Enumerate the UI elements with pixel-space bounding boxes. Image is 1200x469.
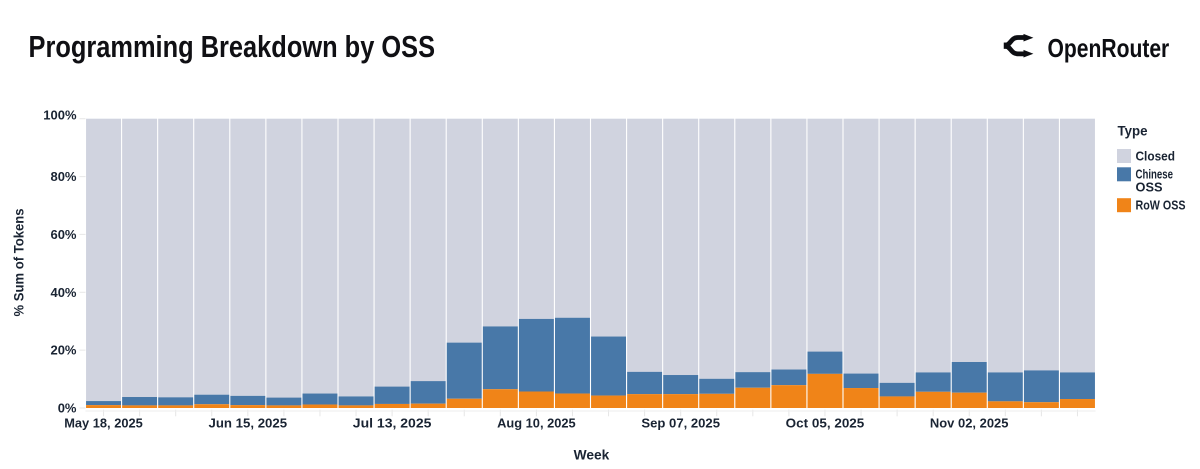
svg-text:% Sum of Tokens: % Sum of Tokens bbox=[12, 209, 27, 317]
svg-text:OpenRouter: OpenRouter bbox=[1048, 35, 1170, 64]
svg-text:20%: 20% bbox=[50, 343, 76, 358]
svg-text:Chinese: Chinese bbox=[1136, 166, 1174, 181]
svg-text:Oct 05, 2025: Oct 05, 2025 bbox=[786, 415, 865, 430]
svg-text:Jul 13, 2025: Jul 13, 2025 bbox=[353, 415, 432, 430]
svg-text:Type: Type bbox=[1118, 124, 1148, 139]
svg-text:OSS: OSS bbox=[1136, 179, 1163, 194]
svg-text:Nov 02, 2025: Nov 02, 2025 bbox=[930, 415, 1009, 430]
svg-text:Sep 07, 2025: Sep 07, 2025 bbox=[641, 415, 720, 430]
svg-text:60%: 60% bbox=[50, 227, 76, 242]
svg-text:0%: 0% bbox=[58, 401, 77, 416]
svg-text:100%: 100% bbox=[43, 108, 77, 123]
svg-text:Closed: Closed bbox=[1136, 148, 1176, 163]
svg-text:80%: 80% bbox=[50, 169, 76, 184]
svg-text:Jun 15, 2025: Jun 15, 2025 bbox=[209, 415, 288, 430]
svg-text:May 18, 2025: May 18, 2025 bbox=[64, 415, 143, 430]
svg-text:Aug 10, 2025: Aug 10, 2025 bbox=[497, 415, 576, 430]
svg-text:Programming Breakdown by OSS: Programming Breakdown by OSS bbox=[29, 30, 436, 65]
svg-text:RoW OSS: RoW OSS bbox=[1136, 197, 1186, 212]
svg-text:Week: Week bbox=[574, 448, 610, 463]
svg-text:40%: 40% bbox=[50, 285, 76, 300]
